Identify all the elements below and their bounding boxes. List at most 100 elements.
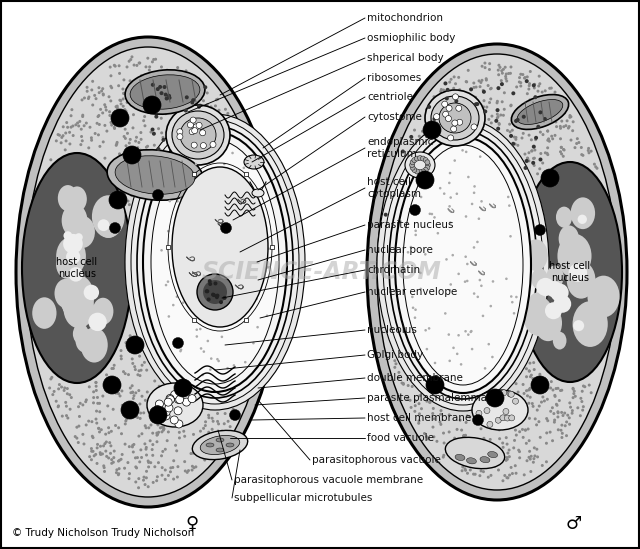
- Ellipse shape: [135, 467, 138, 469]
- Ellipse shape: [529, 70, 532, 73]
- Ellipse shape: [185, 96, 189, 99]
- Ellipse shape: [185, 422, 188, 424]
- Ellipse shape: [172, 167, 268, 327]
- Ellipse shape: [477, 419, 481, 423]
- Ellipse shape: [127, 477, 131, 480]
- Ellipse shape: [582, 405, 585, 408]
- Ellipse shape: [421, 130, 424, 133]
- Ellipse shape: [525, 79, 529, 83]
- Ellipse shape: [518, 122, 522, 125]
- Ellipse shape: [164, 112, 167, 115]
- Ellipse shape: [428, 327, 431, 330]
- Ellipse shape: [160, 65, 163, 69]
- Ellipse shape: [137, 126, 293, 398]
- Text: ♂: ♂: [566, 515, 582, 533]
- Ellipse shape: [129, 58, 132, 61]
- Ellipse shape: [497, 73, 500, 76]
- Ellipse shape: [490, 121, 493, 125]
- Ellipse shape: [147, 461, 150, 464]
- Ellipse shape: [198, 295, 200, 298]
- Text: ♀: ♀: [186, 515, 198, 533]
- Ellipse shape: [545, 442, 548, 445]
- Ellipse shape: [88, 96, 90, 98]
- Ellipse shape: [560, 120, 563, 122]
- Ellipse shape: [583, 385, 586, 388]
- Ellipse shape: [131, 126, 134, 130]
- Ellipse shape: [122, 92, 125, 95]
- Ellipse shape: [138, 61, 141, 65]
- Ellipse shape: [154, 115, 158, 119]
- Ellipse shape: [131, 194, 133, 197]
- Ellipse shape: [91, 435, 94, 438]
- Ellipse shape: [99, 145, 101, 148]
- Ellipse shape: [522, 115, 525, 119]
- Ellipse shape: [461, 469, 463, 472]
- Ellipse shape: [122, 87, 124, 91]
- Ellipse shape: [452, 75, 456, 79]
- Ellipse shape: [449, 196, 452, 199]
- Ellipse shape: [104, 124, 106, 127]
- Ellipse shape: [143, 475, 145, 479]
- Ellipse shape: [16, 37, 280, 507]
- Ellipse shape: [467, 176, 470, 178]
- Ellipse shape: [168, 102, 172, 105]
- Ellipse shape: [509, 65, 513, 69]
- Ellipse shape: [417, 170, 422, 175]
- Ellipse shape: [487, 394, 493, 400]
- Ellipse shape: [412, 306, 414, 309]
- Ellipse shape: [545, 119, 548, 122]
- Ellipse shape: [115, 471, 118, 474]
- Ellipse shape: [108, 441, 111, 444]
- Ellipse shape: [547, 153, 549, 156]
- Ellipse shape: [160, 131, 163, 135]
- Ellipse shape: [161, 450, 164, 453]
- Ellipse shape: [66, 250, 80, 264]
- Ellipse shape: [184, 109, 188, 113]
- Ellipse shape: [490, 115, 493, 117]
- Ellipse shape: [547, 137, 550, 141]
- Ellipse shape: [210, 357, 212, 360]
- Ellipse shape: [527, 159, 531, 163]
- Ellipse shape: [147, 485, 150, 488]
- Ellipse shape: [205, 226, 207, 229]
- Ellipse shape: [151, 432, 154, 435]
- Ellipse shape: [111, 384, 115, 386]
- Ellipse shape: [456, 113, 460, 116]
- Ellipse shape: [518, 430, 521, 433]
- Ellipse shape: [425, 160, 430, 165]
- Ellipse shape: [528, 369, 531, 372]
- Ellipse shape: [127, 87, 131, 90]
- Ellipse shape: [204, 458, 206, 462]
- Ellipse shape: [137, 486, 140, 489]
- Bar: [270, 245, 274, 249]
- Ellipse shape: [136, 94, 139, 97]
- Ellipse shape: [174, 444, 177, 447]
- Ellipse shape: [98, 402, 101, 405]
- Ellipse shape: [578, 215, 587, 224]
- Ellipse shape: [525, 367, 528, 370]
- Ellipse shape: [95, 381, 97, 384]
- Ellipse shape: [77, 441, 80, 444]
- Ellipse shape: [561, 432, 564, 435]
- Ellipse shape: [559, 150, 562, 153]
- Ellipse shape: [555, 125, 558, 128]
- Ellipse shape: [129, 180, 132, 183]
- Ellipse shape: [508, 474, 511, 477]
- Ellipse shape: [103, 103, 106, 106]
- Ellipse shape: [551, 439, 554, 442]
- Ellipse shape: [144, 91, 147, 94]
- Ellipse shape: [453, 159, 456, 162]
- Ellipse shape: [534, 379, 537, 382]
- Ellipse shape: [159, 390, 163, 393]
- Ellipse shape: [522, 392, 525, 395]
- Ellipse shape: [184, 97, 186, 99]
- Ellipse shape: [588, 152, 591, 154]
- Ellipse shape: [150, 92, 153, 94]
- Ellipse shape: [468, 105, 472, 109]
- Ellipse shape: [454, 99, 458, 103]
- Ellipse shape: [138, 100, 141, 103]
- Ellipse shape: [445, 97, 449, 100]
- Ellipse shape: [582, 384, 585, 388]
- Ellipse shape: [515, 86, 518, 88]
- Ellipse shape: [268, 248, 270, 250]
